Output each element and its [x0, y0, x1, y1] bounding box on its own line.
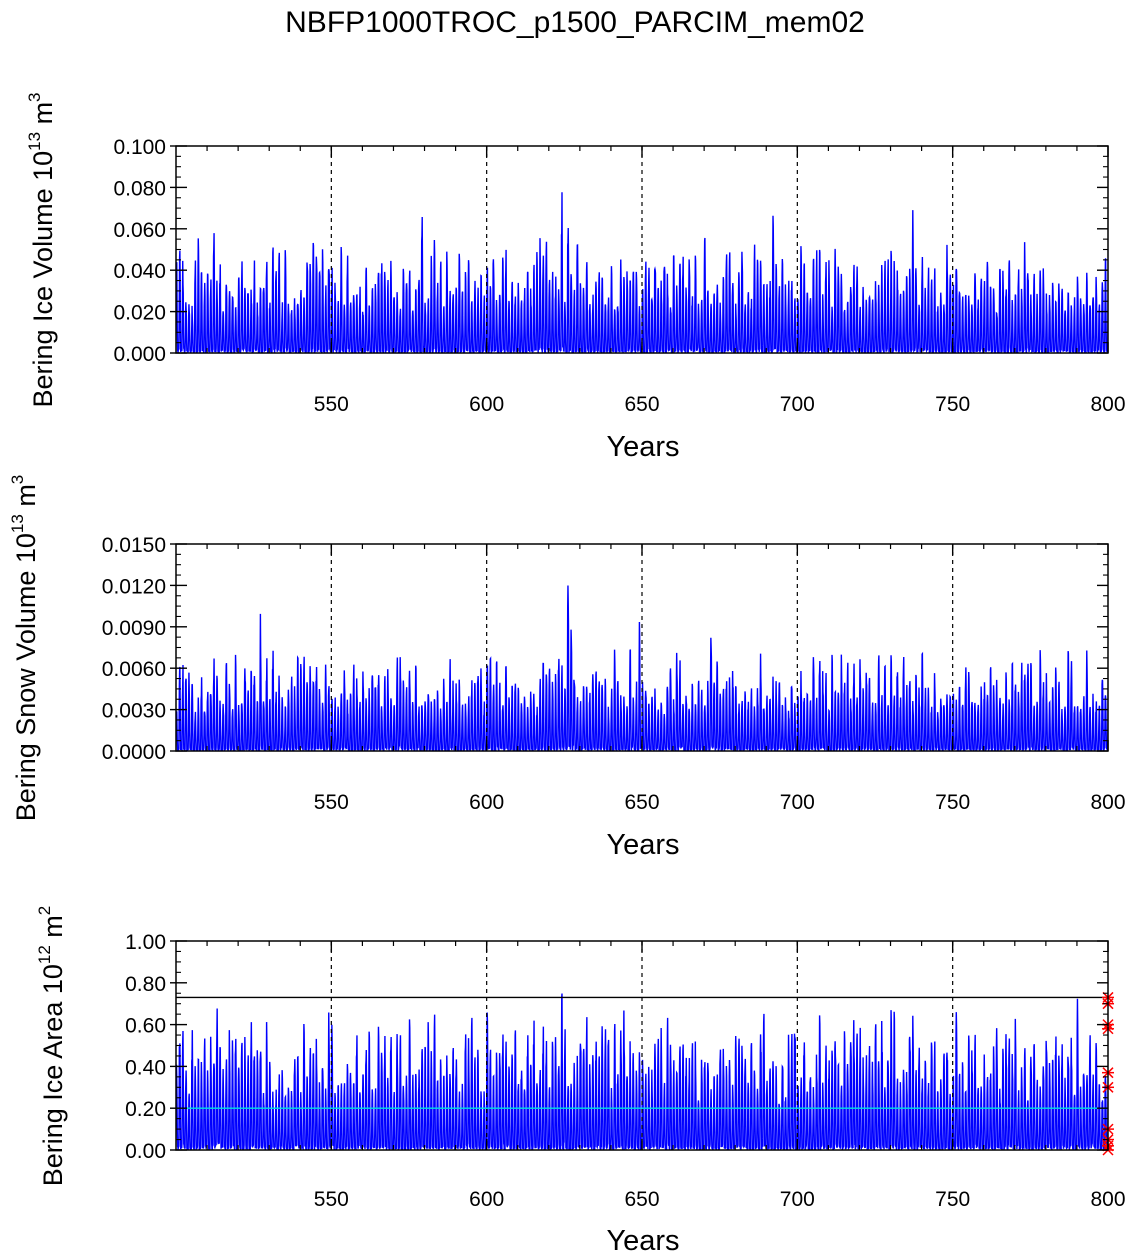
y-tick-label: 1.00 — [125, 931, 166, 954]
snow-volume-panel: 550 600 650 700 750 800 0.0000 0.0030 0.0060 0.00… — [8, 475, 1126, 861]
x-axis-label: Years — [606, 829, 679, 861]
y-tick-label: 0.60 — [125, 1015, 166, 1038]
x-axis-label: Years — [606, 1225, 679, 1257]
y-tick-label: 0.40 — [125, 1056, 166, 1079]
x-tick-label: 750 — [935, 393, 970, 416]
x-tick-label: 550 — [314, 393, 349, 416]
ice-area-panel: 550 600 650 700 750 800 0.00 0.20 0.40 0.60 0.80 1.… — [35, 906, 1126, 1257]
y-axis-label: Bering Ice Volume 1013 m3 — [25, 92, 58, 407]
x-tick-label: 800 — [1090, 791, 1125, 814]
x-axis-label: Years — [606, 431, 679, 463]
x-tick-label: 700 — [780, 791, 815, 814]
x-tick-label: 600 — [469, 791, 504, 814]
y-tick-label: 0.060 — [113, 219, 166, 242]
series-line — [176, 993, 1108, 1150]
y-tick-label: 0.0030 — [102, 700, 166, 723]
y-tick-label: 0.000 — [113, 343, 166, 366]
y-tick-label: 0.020 — [113, 302, 166, 325]
x-tick-label: 600 — [469, 393, 504, 416]
y-tick-label: 0.0150 — [102, 534, 166, 557]
y-axis-label: Bering Ice Area 1012 m2 — [35, 906, 68, 1187]
y-tick-label: 0.80 — [125, 973, 166, 996]
y-axis-label: Bering Snow Volume 1013 m3 — [8, 475, 41, 822]
x-tick-label: 800 — [1090, 1188, 1125, 1211]
x-tick-label: 750 — [935, 1188, 970, 1211]
x-tick-label: 550 — [314, 791, 349, 814]
y-tick-label: 0.100 — [113, 136, 166, 159]
chart-title: NBFP1000TROC_p1500_PARCIM_mem02 — [285, 6, 865, 39]
series-line — [176, 192, 1108, 353]
y-tick-label: 0.0060 — [102, 658, 166, 681]
series-line — [176, 585, 1108, 751]
x-tick-label: 700 — [780, 1188, 815, 1211]
x-tick-label: 800 — [1090, 393, 1125, 416]
x-tick-label: 650 — [624, 1188, 659, 1211]
y-tick-label: 0.0120 — [102, 575, 166, 598]
x-tick-label: 600 — [469, 1188, 504, 1211]
y-tick-label: 0.00 — [125, 1140, 166, 1163]
y-tick-label: 0.0090 — [102, 617, 166, 640]
x-tick-label: 700 — [780, 393, 815, 416]
x-tick-label: 550 — [314, 1188, 349, 1211]
y-tick-label: 0.0000 — [102, 741, 166, 764]
y-tick-label: 0.20 — [125, 1098, 166, 1121]
ice-volume-panel: 550 600 650 700 750 800 0.000 0.020 0.040 0.060 0.… — [25, 92, 1126, 463]
y-tick-label: 0.040 — [113, 260, 166, 283]
x-tick-label: 750 — [935, 791, 970, 814]
x-tick-label: 650 — [624, 393, 659, 416]
y-tick-label: 0.080 — [113, 177, 166, 200]
x-tick-label: 650 — [624, 791, 659, 814]
